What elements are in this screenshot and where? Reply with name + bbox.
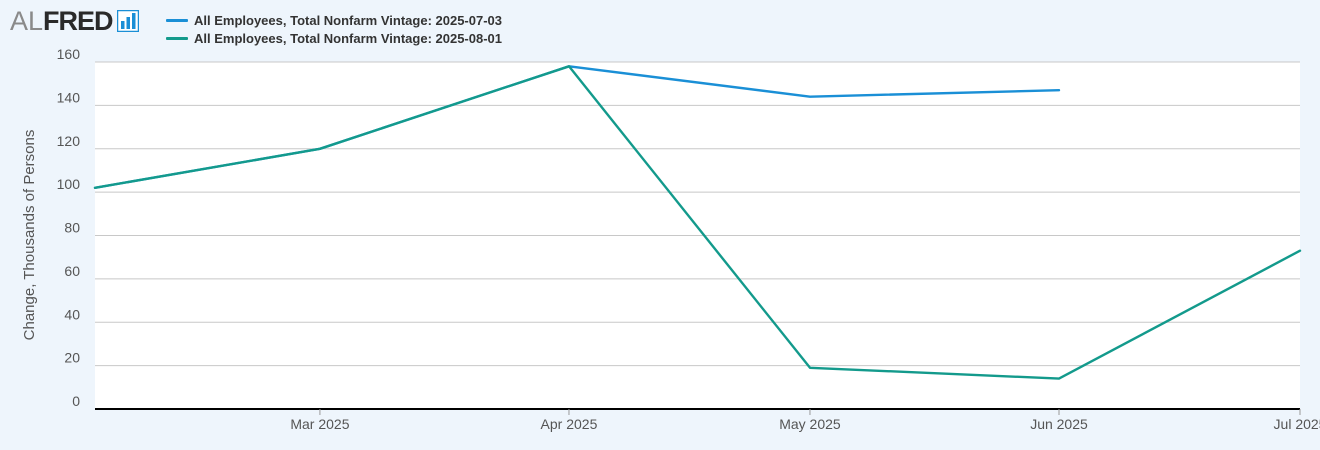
legend-label-series-1: All Employees, Total Nonfarm Vintage: 20… — [194, 12, 503, 28]
y-tick-label: 0 — [72, 393, 80, 409]
y-tick-label: 140 — [57, 89, 81, 105]
alfred-logo[interactable]: AL FRED — [10, 6, 139, 36]
x-tick-label: Mar 2025 — [290, 416, 349, 432]
legend-swatch-series-1 — [166, 18, 188, 22]
x-tick-label: Jul 2025 — [1274, 416, 1320, 432]
legend-swatch-series-2 — [166, 36, 188, 40]
y-tick-label: 20 — [64, 350, 80, 366]
series-line-2[interactable] — [93, 65, 1302, 380]
logo-fred-text: FRED — [43, 5, 113, 36]
legend-label-series-2: All Employees, Total Nonfarm Vintage: 20… — [194, 30, 503, 46]
chart-legend: All Employees, Total Nonfarm Vintage: 20… — [166, 11, 502, 47]
x-tick-label: Jun 2025 — [1030, 416, 1088, 432]
y-tick-label: 100 — [57, 176, 81, 192]
x-tick-label: May 2025 — [779, 416, 841, 432]
legend-item-series-1[interactable]: All Employees, Total Nonfarm Vintage: 20… — [166, 11, 502, 29]
x-tick-label: Apr 2025 — [541, 416, 598, 432]
chart-logo-icon — [116, 10, 139, 32]
logo-al-text: AL — [10, 5, 44, 36]
y-axis-label: Change, Thousands of Persons — [21, 130, 38, 341]
y-tick-label: 120 — [57, 133, 81, 149]
y-tick-label: 60 — [64, 263, 80, 279]
legend-item-series-2[interactable]: All Employees, Total Nonfarm Vintage: 20… — [166, 29, 502, 47]
y-tick-label: 80 — [64, 220, 80, 236]
y-tick-label: 40 — [64, 306, 80, 322]
y-tick-label: 160 — [57, 46, 81, 62]
